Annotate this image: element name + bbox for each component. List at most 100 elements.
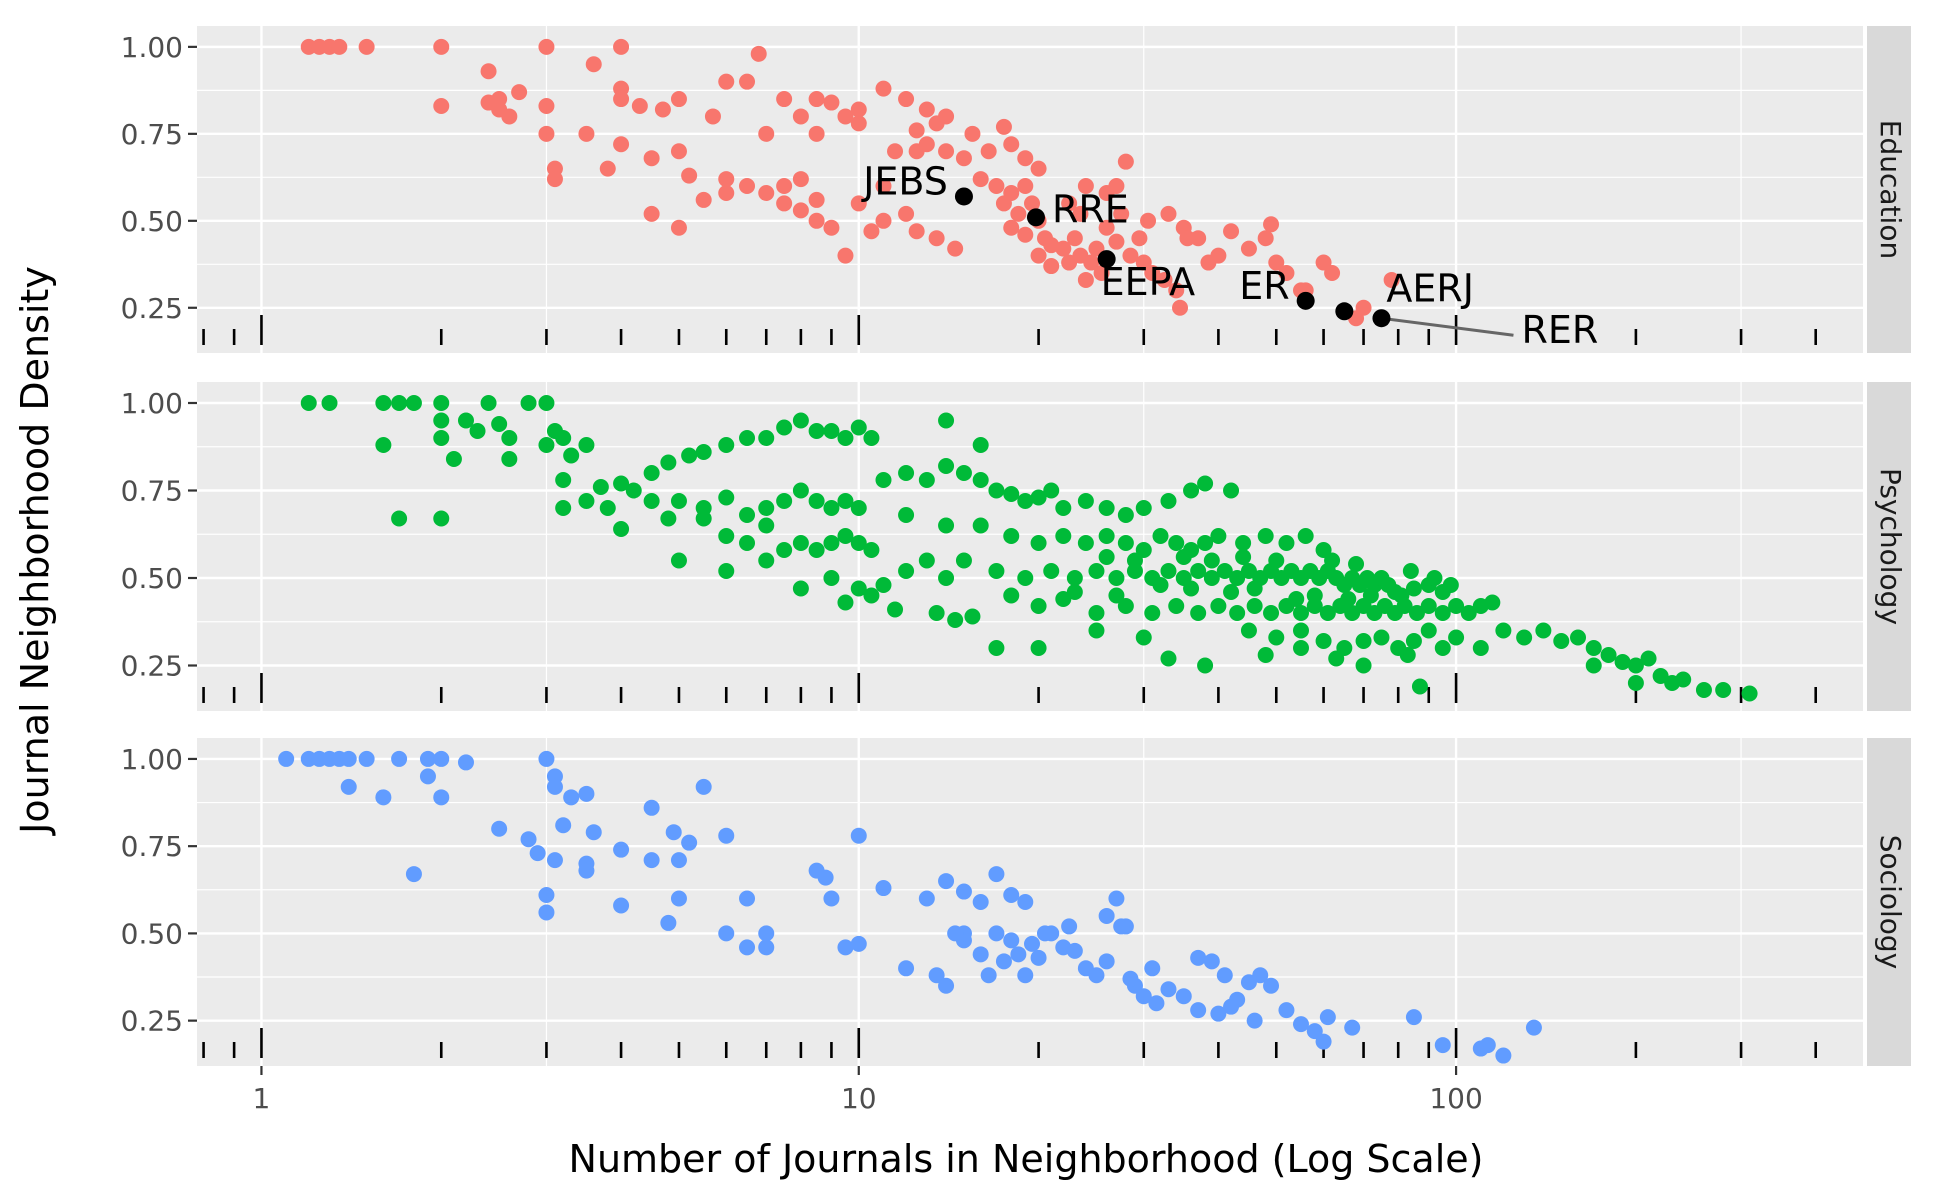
data-point (947, 240, 964, 257)
data-point (1055, 240, 1072, 257)
highlighted-point (1296, 291, 1315, 310)
facet-strip (1867, 382, 1911, 711)
data-point (1535, 622, 1552, 639)
data-point (1263, 977, 1280, 994)
data-point (863, 430, 880, 446)
data-point (758, 430, 775, 446)
data-point (1252, 967, 1269, 984)
highlighted-point (1335, 302, 1354, 321)
data-point (660, 914, 677, 931)
data-point (776, 91, 793, 108)
data-point (1197, 535, 1214, 551)
journal-label: AERJ (1386, 266, 1474, 310)
data-point (1216, 967, 1233, 984)
data-point (613, 897, 630, 914)
data-point (1278, 1002, 1295, 1019)
data-point (1093, 264, 1110, 281)
data-point (1257, 230, 1274, 247)
data-point (1003, 887, 1020, 904)
data-point (1203, 953, 1220, 970)
data-point (1088, 967, 1105, 984)
data-point (739, 178, 756, 195)
data-point (670, 552, 687, 569)
data-point (1144, 264, 1161, 281)
data-point (808, 542, 825, 558)
data-point (433, 430, 450, 446)
data-point (1405, 580, 1422, 597)
data-point (578, 437, 595, 453)
data-point (823, 94, 840, 111)
data-point (1152, 577, 1169, 593)
data-point (1585, 640, 1602, 656)
data-point (1675, 671, 1692, 688)
data-point (538, 125, 555, 142)
data-point (823, 535, 840, 551)
data-point (887, 143, 904, 160)
data-point (670, 493, 687, 509)
data-point (823, 423, 840, 439)
data-point (718, 925, 735, 942)
data-point (792, 412, 809, 429)
data-point (928, 605, 945, 621)
data-point (938, 412, 955, 429)
log-rug-ticks (202, 1028, 1818, 1058)
data-point (1017, 493, 1034, 509)
data-point (1240, 622, 1257, 639)
data-point (1024, 195, 1041, 212)
x-tick-label: 10 (841, 1082, 877, 1115)
panel-background (197, 382, 1863, 711)
data-point (1340, 591, 1357, 607)
facet-strip-label: Education (1874, 120, 1907, 259)
data-point (1043, 258, 1060, 275)
data-point (1203, 570, 1220, 586)
data-point (1324, 552, 1341, 569)
data-point (776, 419, 793, 436)
data-point (823, 570, 840, 586)
data-point (1135, 988, 1152, 1005)
data-point (1030, 949, 1047, 966)
data-point (433, 395, 450, 411)
data-point (1098, 500, 1115, 516)
data-point (511, 84, 528, 101)
data-point (823, 219, 840, 236)
data-point (1077, 271, 1094, 288)
data-point (792, 202, 809, 219)
data-point (1168, 535, 1185, 551)
data-point (955, 883, 972, 900)
data-point (433, 510, 450, 527)
data-point (433, 412, 450, 429)
data-point (908, 122, 925, 139)
data-point (433, 38, 450, 55)
data-point (1003, 528, 1020, 544)
data-point (964, 125, 981, 142)
data-point (1197, 657, 1214, 674)
data-point (1235, 549, 1252, 565)
data-point (938, 458, 955, 474)
data-point (1144, 960, 1161, 977)
data-point (1122, 970, 1139, 987)
data-point (972, 171, 989, 188)
data-point (898, 205, 915, 222)
data-point (501, 451, 518, 467)
data-point (808, 91, 825, 108)
data-point (1190, 605, 1207, 621)
data-point (988, 640, 1005, 656)
data-point (1003, 219, 1020, 236)
data-point (1113, 205, 1130, 222)
data-point (1434, 605, 1451, 621)
data-point (1448, 629, 1465, 646)
data-point (1036, 925, 1053, 942)
data-point (1077, 178, 1094, 195)
data-point (1405, 1009, 1422, 1026)
x-axis-title: Number of Journals in Neighborhood (Log … (569, 1137, 1484, 1181)
highlighted-point (1372, 309, 1391, 328)
data-point (1108, 570, 1125, 586)
data-point (776, 542, 793, 558)
data-point (1355, 657, 1372, 674)
data-point (1348, 556, 1365, 572)
data-point (1229, 570, 1246, 586)
data-point (1268, 254, 1285, 271)
data-point (972, 472, 989, 488)
data-point (850, 935, 867, 952)
data-point (875, 472, 892, 488)
